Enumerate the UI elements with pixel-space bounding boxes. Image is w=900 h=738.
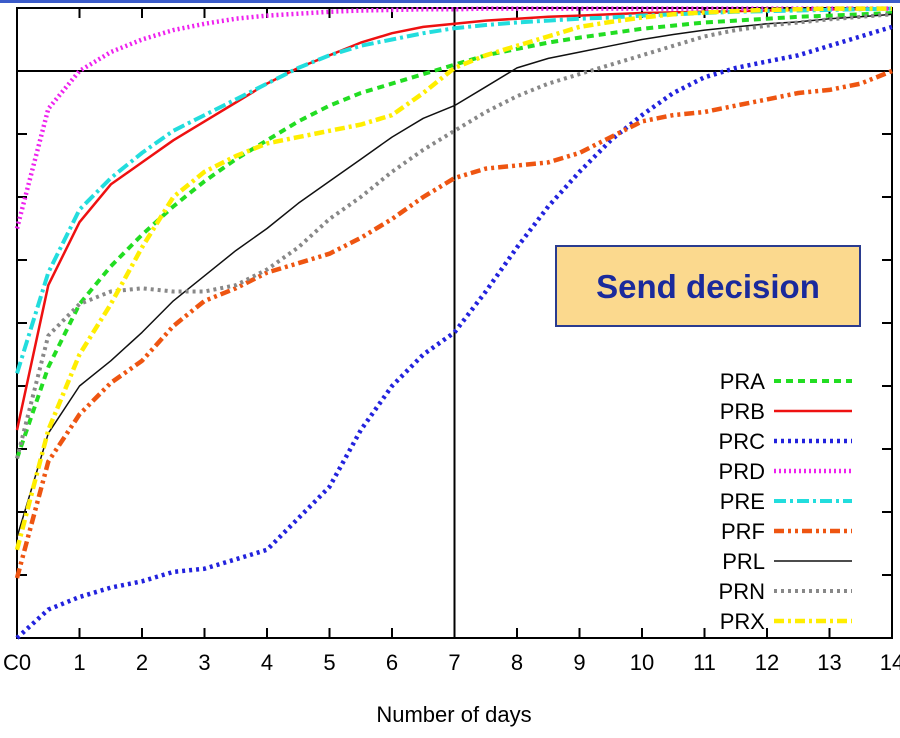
series-line-prn bbox=[15, 12, 893, 459]
x-tick-label: 3 bbox=[198, 650, 210, 675]
top-accent-line bbox=[0, 0, 900, 3]
annotation-label: Send decision bbox=[596, 268, 820, 305]
series-lines bbox=[14, 6, 893, 640]
send-decision-annotation: Send decision bbox=[555, 245, 861, 327]
legend-label-pre: PRE bbox=[720, 489, 765, 514]
x-tick-label: 12 bbox=[755, 650, 779, 675]
x-tick-label: 10 bbox=[630, 650, 654, 675]
x-tick-label: 4 bbox=[261, 650, 273, 675]
x-tick-label: 5 bbox=[323, 650, 335, 675]
series-line-pra bbox=[15, 11, 893, 460]
x-tick-label: 6 bbox=[386, 650, 398, 675]
x-tick-label: 11 bbox=[693, 650, 716, 675]
x-tick-label: 9 bbox=[573, 650, 585, 675]
x-tick-labels: C0 1 2 3 4 5 6 7 8 9 10 11 12 13 14 bbox=[3, 650, 900, 675]
series-line-prc bbox=[15, 24, 893, 640]
legend-label-prl: PRL bbox=[722, 549, 765, 574]
x-tick-label: 7 bbox=[448, 650, 460, 675]
legend-label-prn: PRN bbox=[719, 579, 765, 604]
series-line-prf bbox=[14, 68, 893, 579]
series-line-prl bbox=[16, 13, 893, 538]
legend-label-pra: PRA bbox=[720, 369, 766, 394]
legend: PRA PRB PRC PRD PRE PRF PRL PRN PRX bbox=[719, 369, 852, 634]
x-axis-title: Number of days bbox=[376, 702, 531, 727]
x-tick-label: 14 bbox=[880, 650, 900, 675]
reference-lines bbox=[17, 8, 892, 638]
series-line-prx bbox=[14, 6, 892, 551]
x-tick-label: C0 bbox=[3, 650, 31, 675]
x-tick-label: 13 bbox=[817, 650, 841, 675]
legend-label-prx: PRX bbox=[720, 609, 766, 634]
x-tick-label: 1 bbox=[73, 650, 85, 675]
x-tick-label: 2 bbox=[136, 650, 148, 675]
annotation-box bbox=[555, 245, 861, 327]
legend-label-prc: PRC bbox=[719, 429, 766, 454]
legend-label-prb: PRB bbox=[720, 399, 765, 424]
legend-label-prf: PRF bbox=[721, 519, 765, 544]
x-tick-label: 8 bbox=[511, 650, 523, 675]
legend-label-prd: PRD bbox=[719, 459, 765, 484]
